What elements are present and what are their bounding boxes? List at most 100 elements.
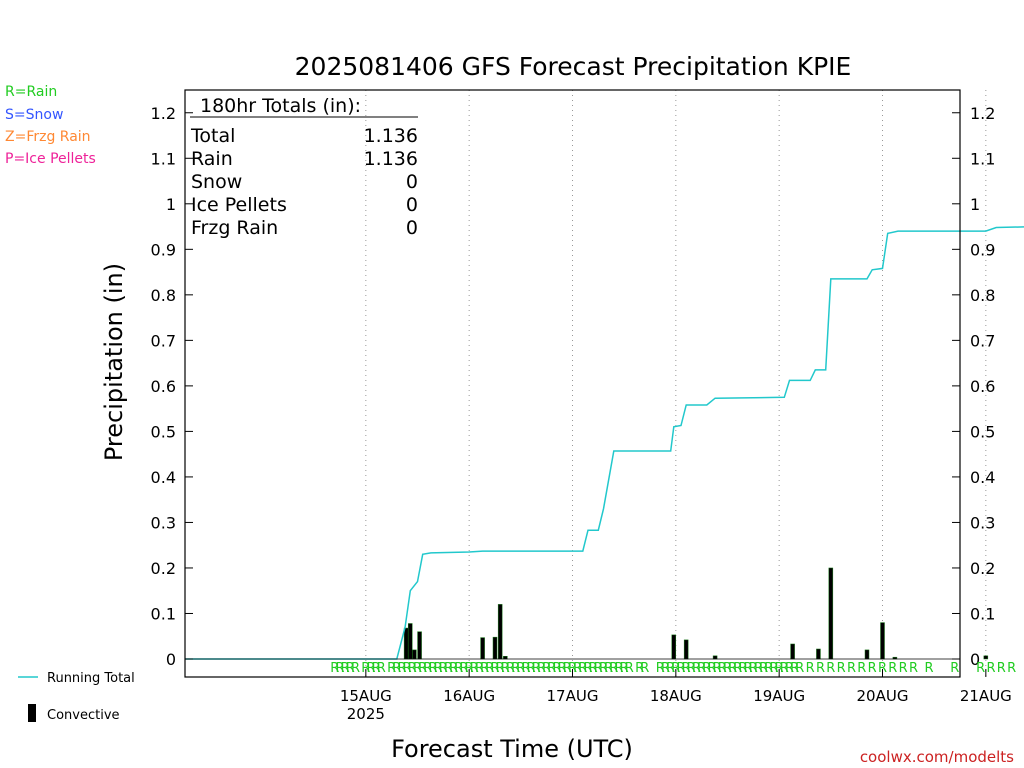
rain-marker: R [692, 661, 701, 676]
rain-marker: R [552, 661, 561, 676]
convective-bars [403, 567, 989, 660]
running-total-line [185, 226, 1024, 660]
rain-marker: R [496, 661, 505, 676]
convective-bar [816, 648, 821, 660]
plot-axes [184, 89, 961, 678]
rain-marker: R [976, 661, 985, 676]
legend-ice-pellets: P=Ice Pellets [5, 151, 96, 167]
y-tick-label-left: 0.3 [151, 513, 176, 532]
y-tick-label-left: 1.1 [151, 149, 176, 168]
rain-marker: R [775, 661, 784, 676]
rain-marker: R [656, 661, 665, 676]
rain-marker: R [950, 661, 959, 676]
rain-marker: R [408, 661, 417, 676]
rain-marker: R [614, 661, 623, 676]
totals-label-total: Total [190, 125, 235, 147]
rain-marker: R [609, 661, 618, 676]
y-tick-label-left: 0.5 [151, 422, 176, 441]
y-tick-label-left: 0.4 [151, 468, 176, 487]
rain-marker: R [682, 661, 691, 676]
rain-marker: R [723, 661, 732, 676]
y-tick-label-right: 0.4 [970, 468, 995, 487]
convective-bar [864, 649, 870, 660]
rain-marker: R [754, 661, 763, 676]
x-tick-label-0: 15AUG [340, 687, 392, 705]
y-tick-label-left: 0.8 [151, 286, 176, 305]
rain-marker: R [749, 661, 758, 676]
rain-marker: R [578, 661, 587, 676]
rain-marker: R [454, 661, 463, 676]
convective-bar [417, 631, 422, 660]
rain-marker: R [361, 661, 370, 676]
rain-marker: R [671, 661, 680, 676]
y-tick-label-right: 0.2 [970, 559, 995, 578]
rain-marker: R [465, 661, 474, 676]
rain-marker: R [490, 661, 499, 676]
convective-bar [503, 656, 508, 660]
rain-marker: R [594, 661, 603, 676]
plot-frame [184, 89, 961, 678]
rain-marker: R [713, 661, 722, 676]
totals-label-ice-pellets: Ice Pellets [191, 194, 287, 216]
y-tick-label-left: 0 [166, 650, 176, 669]
rain-marker: R [413, 661, 422, 676]
rain-marker: R [589, 661, 598, 676]
rain-marker: R [790, 661, 799, 676]
y-tick-label-left: 0.6 [151, 377, 176, 396]
y-tick-label-left: 0.9 [151, 240, 176, 259]
rain-marker: R [661, 661, 670, 676]
rain-marker: R [558, 661, 567, 676]
totals-label-snow: Snow [191, 171, 242, 193]
y-tick-label-right: 0.3 [970, 513, 995, 532]
rain-marker: R [439, 661, 448, 676]
rain-marker: R [868, 661, 877, 676]
rain-marker: R [837, 661, 846, 676]
y-tick-label-right: 0.7 [970, 331, 995, 350]
rain-marker: R [516, 661, 525, 676]
y-tick-label-right: 1.2 [970, 104, 995, 123]
rain-marker: R [583, 661, 592, 676]
totals-label-frzg-rain: Frzg Rain [191, 217, 278, 239]
x-axis-label: Forecast Time (UTC) [391, 735, 633, 763]
rain-marker: R [403, 661, 412, 676]
rain-marker: R [702, 661, 711, 676]
legend-running-total: Running Total [47, 671, 135, 686]
rain-marker: R [521, 661, 530, 676]
legend-snow: S=Snow [5, 107, 63, 123]
legend-convective-swatch [28, 704, 36, 722]
running-total-line-group [185, 226, 1024, 660]
convective-bar [790, 643, 795, 660]
rain-marker: R [847, 661, 856, 676]
convective-bar [983, 655, 989, 660]
rain-marker: R [997, 661, 1006, 676]
convective-bar [403, 627, 409, 660]
rain-marker: R [826, 661, 835, 676]
precip-type-legend: R=Rain S=Snow Z=Frzg Rain P=Ice Pellets [5, 84, 96, 167]
rain-marker: R [351, 661, 360, 676]
rain-marker: R [547, 661, 556, 676]
rain-marker: R [785, 661, 794, 676]
y-axis-ticks: 0 00.1 0.10.2 0.20.3 0.30.4 0.40.5 0.50.6 0.60.… [151, 104, 996, 669]
rain-marker: R [470, 661, 479, 676]
x-tick-label-3: 18AUG [650, 687, 702, 705]
rain-marker: R [366, 661, 375, 676]
totals-label-rain: Rain [191, 148, 233, 170]
rain-marker: R [878, 661, 887, 676]
totals-value-rain: 1.136 [364, 148, 418, 170]
day-gridlines [365, 90, 987, 677]
x-tick-label-4: 19AUG [753, 687, 805, 705]
x-tick-label-6: 21AUG [960, 687, 1012, 705]
x-tick-label-1: 16AUG [443, 687, 495, 705]
y-tick-label-left: 1 [166, 195, 176, 214]
rain-marker: R [485, 661, 494, 676]
rain-marker: R [397, 661, 406, 676]
y-tick-label-left: 0.2 [151, 559, 176, 578]
totals-value-snow: 0 [406, 171, 418, 193]
convective-bar [880, 622, 885, 660]
y-tick-label-left: 1.2 [151, 104, 176, 123]
rain-marker: R [666, 661, 675, 676]
rain-marker: R [573, 661, 582, 676]
